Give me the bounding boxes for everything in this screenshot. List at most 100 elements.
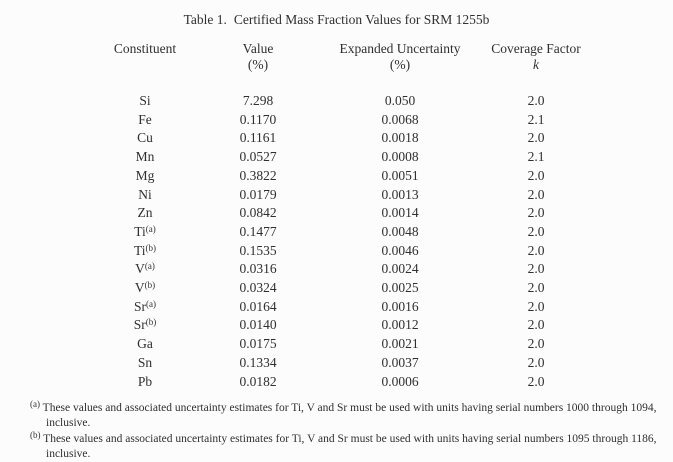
footnote-text: These values and associated uncertainty … xyxy=(42,402,657,430)
cell-value: 0.0179 xyxy=(200,186,316,205)
footnotes-section: (a) These values and associated uncertai… xyxy=(30,399,666,462)
value-text: 7.298 xyxy=(242,93,274,108)
cell-uncertainty: 0.0025 xyxy=(316,279,484,298)
constituent-symbol: Ga xyxy=(137,336,153,352)
footnote: (a) These values and associated uncertai… xyxy=(30,399,666,431)
value-text: 0.0179 xyxy=(239,186,277,202)
footnote-marker: (b) xyxy=(30,430,41,441)
cell-value: 0.0175 xyxy=(200,335,316,354)
cell-uncertainty: 0.0014 xyxy=(316,204,484,223)
col-header-uncertainty-unit: (%) xyxy=(389,56,411,72)
cell-uncertainty: 0.0046 xyxy=(316,242,484,261)
footnote-marker: (a) xyxy=(30,399,40,410)
coverage-factor-text: 2.1 xyxy=(527,111,545,127)
coverage-factor-text: 2.0 xyxy=(527,280,545,296)
cell-constituent: Zn xyxy=(90,204,200,223)
constituent-symbol: Mn xyxy=(135,149,155,165)
constituent-footnote-marker: (a) xyxy=(146,298,156,309)
value-text: 0.3822 xyxy=(239,167,277,183)
cell-coverage: 2.0 xyxy=(484,298,588,317)
value-text: 0.1535 xyxy=(239,242,277,258)
coverage-factor-text: 2.0 xyxy=(527,373,545,389)
cell-value: 7.298 xyxy=(200,92,316,111)
table-row: Mn 0.0527 0.0008 2.1 xyxy=(90,148,588,167)
cell-constituent: Si xyxy=(90,92,200,111)
constituent-symbol: Zn xyxy=(137,205,153,221)
uncertainty-text: 0.0014 xyxy=(381,205,419,221)
cell-value: 0.1161 xyxy=(200,129,316,148)
uncertainty-text: 0.0008 xyxy=(381,149,419,165)
table-body: Si 7.298 0.050 2.0 Fe 0.1170 0.0068 2.1 … xyxy=(90,72,588,391)
value-text: 0.1170 xyxy=(239,111,277,127)
constituent-symbol: Ti xyxy=(133,242,146,258)
cell-coverage: 2.0 xyxy=(484,204,588,223)
col-header-uncertainty: Expanded Uncertainty (%) xyxy=(316,41,484,72)
cell-constituent: Sn xyxy=(90,354,200,373)
col-header-coverage: Coverage Factor k xyxy=(484,41,588,72)
cell-uncertainty: 0.0037 xyxy=(316,354,484,373)
value-text: 0.1477 xyxy=(239,223,277,239)
cell-uncertainty: 0.0018 xyxy=(316,129,484,148)
coverage-factor-text: 2.0 xyxy=(527,242,545,258)
cell-coverage: 2.0 xyxy=(484,260,588,279)
value-text: 0.0527 xyxy=(239,149,277,165)
cell-uncertainty: 0.0013 xyxy=(316,186,484,205)
table-row: V(b) 0.0324 0.0025 2.0 xyxy=(90,279,588,298)
cell-coverage: 2.0 xyxy=(484,335,588,354)
cell-coverage: 2.0 xyxy=(484,129,588,148)
col-header-value-label: Value xyxy=(242,41,274,56)
col-header-uncertainty-label: Expanded Uncertainty xyxy=(339,41,461,56)
table-row: Ni 0.0179 0.0013 2.0 xyxy=(90,186,588,205)
value-text: 0.0842 xyxy=(239,205,277,221)
cell-value: 0.1535 xyxy=(200,242,316,261)
cell-coverage: 2.0 xyxy=(484,316,588,335)
cell-constituent: Sr(b) xyxy=(90,316,200,335)
value-text: 0.0182 xyxy=(239,373,277,389)
cell-uncertainty: 0.0051 xyxy=(316,167,484,186)
uncertainty-text: 0.0068 xyxy=(381,111,419,127)
table-row: Cu 0.1161 0.0018 2.0 xyxy=(90,129,588,148)
table-row: Si 7.298 0.050 2.0 xyxy=(90,92,588,111)
cell-value: 0.0140 xyxy=(200,316,316,335)
cell-constituent: Mg xyxy=(90,167,200,186)
constituent-symbol: Si xyxy=(139,93,151,108)
table-row: Pb 0.0182 0.0006 2.0 xyxy=(90,373,588,392)
constituent-symbol: V xyxy=(134,280,145,296)
cell-coverage: 2.0 xyxy=(484,354,588,373)
cell-uncertainty: 0.0021 xyxy=(316,335,484,354)
cell-constituent: Ti(a) xyxy=(90,223,200,242)
cell-value: 0.0164 xyxy=(200,298,316,317)
document-page: Table 1. Certified Mass Fraction Values f… xyxy=(30,12,657,460)
col-header-value-unit: (%) xyxy=(247,56,269,72)
cell-constituent: Cu xyxy=(90,129,200,148)
cell-coverage: 2.1 xyxy=(484,111,588,130)
coverage-factor-text: 2.0 xyxy=(527,336,545,352)
coverage-factor-text: 2.0 xyxy=(527,93,545,108)
cell-value: 0.0842 xyxy=(200,204,316,223)
value-text: 0.0164 xyxy=(239,298,277,314)
table-header-row: Constituent Value (%) Expanded Uncertain… xyxy=(90,41,588,72)
constituent-footnote-marker: (b) xyxy=(145,242,157,253)
cell-constituent: V(a) xyxy=(90,260,200,279)
uncertainty-text: 0.0006 xyxy=(381,373,419,389)
table-row: Ti(a) 0.1477 0.0048 2.0 xyxy=(90,223,588,242)
cell-coverage: 2.0 xyxy=(484,373,588,392)
value-text: 0.0324 xyxy=(239,280,277,296)
constituent-symbol: Ni xyxy=(138,186,152,202)
value-text: 0.1161 xyxy=(239,130,277,146)
col-header-coverage-symbol: k xyxy=(533,56,539,72)
uncertainty-text: 0.0025 xyxy=(381,280,419,296)
constituent-footnote-marker: (b) xyxy=(144,280,156,291)
cell-uncertainty: 0.0024 xyxy=(316,260,484,279)
constituent-footnote-marker: (b) xyxy=(145,317,157,328)
cell-value: 0.1170 xyxy=(200,111,316,130)
cell-uncertainty: 0.0012 xyxy=(316,316,484,335)
cell-uncertainty: 0.0068 xyxy=(316,111,484,130)
cell-value: 0.0182 xyxy=(200,373,316,392)
cell-coverage: 2.0 xyxy=(484,223,588,242)
table-title-label: Table 1. xyxy=(183,12,227,27)
cell-uncertainty: 0.0016 xyxy=(316,298,484,317)
table-row: Mg 0.3822 0.0051 2.0 xyxy=(90,167,588,186)
cell-value: 0.1477 xyxy=(200,223,316,242)
cell-uncertainty: 0.050 xyxy=(316,92,484,111)
